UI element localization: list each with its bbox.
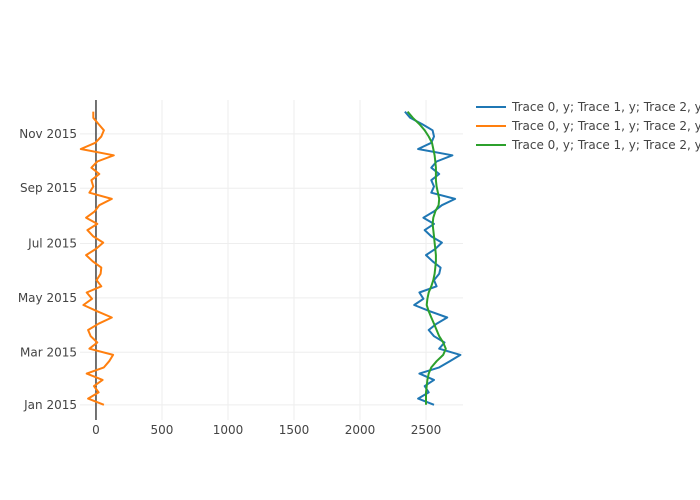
x-tick-label: 2000 bbox=[345, 423, 376, 437]
y-tick-label: Jul 2015 bbox=[27, 237, 77, 251]
grid bbox=[80, 100, 463, 420]
x-tick-label: 0 bbox=[92, 423, 100, 437]
y-tick-label: Sep 2015 bbox=[20, 181, 77, 195]
legend-item[interactable]: Trace 0, y; Trace 1, y; Trace 2, y bbox=[476, 119, 700, 133]
x-tick-label: 1000 bbox=[213, 423, 244, 437]
series-line-1 bbox=[79, 111, 115, 406]
series-line-2 bbox=[406, 110, 447, 405]
series-lines bbox=[79, 110, 462, 406]
y-tick-label: Nov 2015 bbox=[19, 127, 77, 141]
legend-label: Trace 0, y; Trace 1, y; Trace 2, y bbox=[511, 119, 700, 133]
y-tick-label: May 2015 bbox=[18, 291, 77, 305]
y-tick-label: Mar 2015 bbox=[20, 345, 77, 359]
legend-item[interactable]: Trace 0, y; Trace 1, y; Trace 2, y bbox=[476, 138, 700, 152]
legend-item[interactable]: Trace 0, y; Trace 1, y; Trace 2, y bbox=[476, 100, 700, 114]
x-tick-label: 1500 bbox=[279, 423, 310, 437]
series-line-0 bbox=[404, 110, 462, 406]
y-tick-label: Jan 2015 bbox=[23, 398, 77, 412]
legend-label: Trace 0, y; Trace 1, y; Trace 2, y bbox=[511, 138, 700, 152]
legend: Trace 0, y; Trace 1, y; Trace 2, y Trace … bbox=[476, 100, 700, 152]
x-tick-label: 500 bbox=[151, 423, 174, 437]
legend-label: Trace 0, y; Trace 1, y; Trace 2, y bbox=[511, 100, 700, 114]
y-axis-ticks: Jan 2015 Mar 2015 May 2015 Jul 2015 Sep 2015… bbox=[18, 127, 77, 412]
x-axis-ticks: 0 500 1000 1500 2000 2500 bbox=[92, 423, 441, 437]
x-tick-label: 2500 bbox=[411, 423, 442, 437]
